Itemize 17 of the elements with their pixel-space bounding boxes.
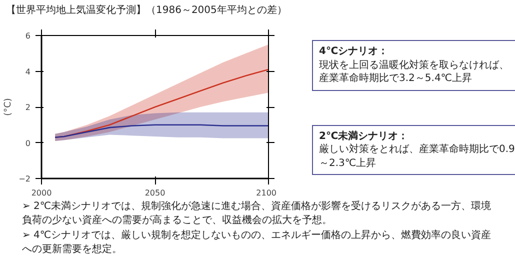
text: ➢ 2℃未満シナリオでは、規制強化が急速に進む場合、資産価格が影響を受けるリスクがある一方、環境負荷の少ない資産への需要が高まることで、収益機会の拡大を予想。 bbox=[22, 200, 492, 227]
text: 現状を上回る温暖化対策を取らなければ、産業革命時期比で3.2～5.4℃上昇 bbox=[319, 60, 509, 84]
y-tick-label: 6 bbox=[25, 32, 31, 40]
y-tick-label: −2 bbox=[18, 174, 31, 184]
text: 厳しい対策をとれば、産業革命時期比で0.9～2.3℃上昇 bbox=[319, 144, 515, 168]
x-tick-label: 2100 bbox=[256, 188, 276, 198]
y-axis-title: (°C) bbox=[4, 98, 14, 116]
y-tick-label: 0 bbox=[25, 138, 31, 148]
text: 2℃未満シナリオ： bbox=[319, 130, 408, 142]
y-tick-label: 4 bbox=[25, 67, 31, 76]
chart-title: 【世界平均地上気温変化予測】（1986～2005年平均との差） bbox=[6, 4, 287, 18]
y-tick-label: 2 bbox=[25, 103, 31, 112]
x-tick-label: 2050 bbox=[144, 188, 166, 198]
x-tick-label: 2000 bbox=[31, 188, 52, 198]
text: ➢ 4℃シナリオでは、厳しい規制を想定しないものの、エネルギー価格の上昇から、燃費効率の良い資産への更新需要を想定。 bbox=[22, 229, 492, 256]
text: 4℃シナリオ： bbox=[319, 46, 388, 57]
line-series bbox=[54, 124, 268, 138]
